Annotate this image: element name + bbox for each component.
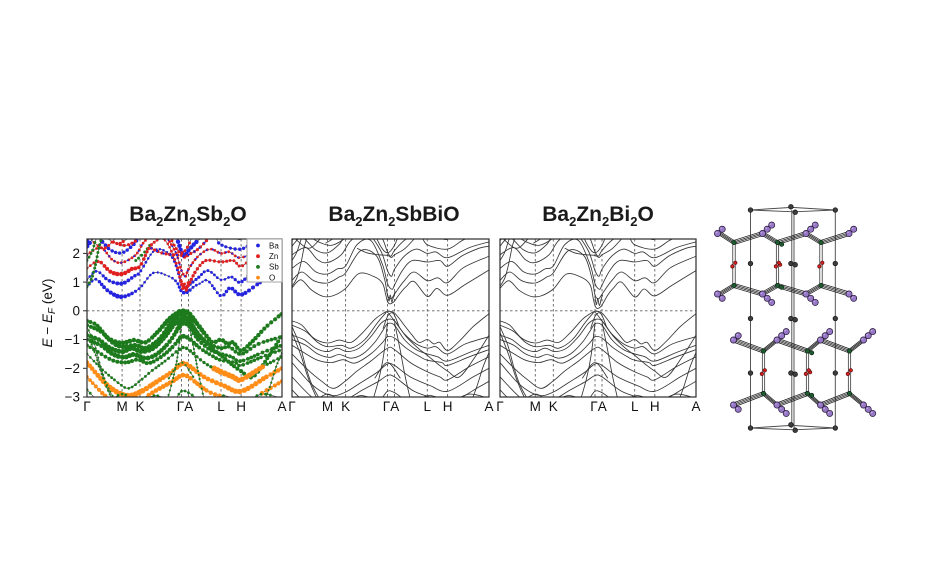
svg-text:2: 2 (72, 246, 80, 261)
svg-text:−2: −2 (65, 361, 80, 376)
svg-text:K: K (135, 399, 144, 414)
svg-text:L: L (217, 399, 225, 414)
svg-text:Ba2Zn2Bi2O: Ba2Zn2Bi2O (542, 203, 654, 229)
svg-text:1: 1 (72, 275, 80, 290)
svg-text:K: K (341, 399, 350, 414)
svg-text:ΓA: ΓA (590, 399, 606, 414)
svg-text:L: L (631, 399, 639, 414)
svg-text:L: L (424, 399, 432, 414)
svg-text:Ba2Zn2SbBiO: Ba2Zn2SbBiO (328, 203, 459, 229)
svg-text:Ba: Ba (269, 241, 279, 250)
svg-text:Sb: Sb (269, 263, 279, 272)
svg-text:H: H (650, 399, 660, 414)
svg-text:−3: −3 (65, 390, 80, 405)
svg-text:K: K (549, 399, 558, 414)
svg-text:Γ: Γ (496, 399, 504, 414)
svg-text:Ba2Zn2Sb2O: Ba2Zn2Sb2O (129, 203, 246, 229)
svg-text:A: A (277, 399, 286, 414)
svg-text:Γ: Γ (83, 399, 91, 414)
svg-text:O: O (269, 273, 275, 282)
svg-text:ΓA: ΓA (177, 399, 193, 414)
svg-text:E − EF (eV): E − EF (eV) (40, 279, 58, 348)
svg-text:M: M (530, 399, 541, 414)
svg-text:−1: −1 (65, 332, 80, 347)
svg-text:A: A (691, 399, 700, 414)
svg-text:H: H (236, 399, 246, 414)
svg-text:M: M (322, 399, 333, 414)
svg-text:0: 0 (72, 304, 80, 319)
svg-text:A: A (484, 399, 493, 414)
svg-text:M: M (116, 399, 127, 414)
svg-text:Zn: Zn (269, 252, 278, 261)
svg-text:ΓA: ΓA (383, 399, 399, 414)
svg-text:H: H (443, 399, 453, 414)
svg-text:Γ: Γ (288, 399, 296, 414)
